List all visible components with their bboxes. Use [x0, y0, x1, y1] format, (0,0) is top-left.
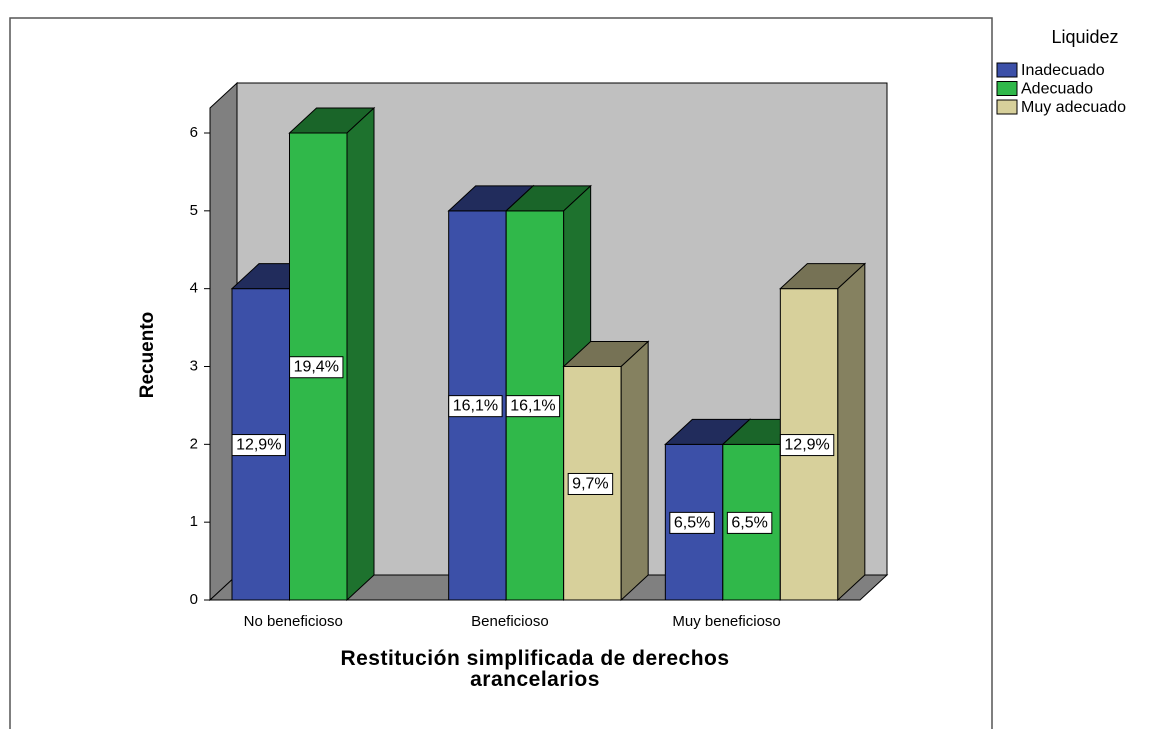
y-tick-label: 2 — [190, 435, 198, 452]
x-tick-label: Beneficioso — [471, 613, 549, 630]
value-label: 16,1% — [453, 398, 498, 415]
legend-swatch — [996, 81, 1018, 96]
y-tick-label: 5 — [190, 202, 198, 219]
value-label-box — [726, 511, 773, 534]
value-label-box — [505, 395, 561, 418]
value-label: 6,5% — [674, 514, 710, 531]
value-label: 6,5% — [731, 514, 767, 531]
legend-title: Liquidez — [1051, 27, 1118, 47]
value-label-box — [567, 472, 614, 495]
x-tick-label: No beneficioso — [244, 613, 343, 630]
x-axis-label: Restitución simplificada de derechos ara… — [340, 647, 730, 691]
value-label: 19,4% — [294, 359, 339, 376]
legend-swatch — [996, 62, 1018, 78]
value-label-box — [669, 511, 715, 534]
legend-label: Muy adecuado — [1021, 99, 1126, 116]
y-tick-label: 1 — [190, 513, 198, 530]
y-tick-label: 6 — [190, 124, 198, 141]
value-label: 16,1% — [510, 398, 555, 415]
frame — [9, 17, 993, 729]
bar-side — [620, 340, 649, 602]
legend-label: Adecuado — [1021, 81, 1093, 98]
value-label: 9,7% — [572, 475, 608, 492]
value-label: 12,9% — [236, 437, 281, 454]
value-label: 12,9% — [784, 437, 829, 454]
legend-swatch — [996, 99, 1018, 115]
value-label-box — [779, 434, 835, 457]
y-tick-label: 0 — [190, 591, 198, 608]
bar-side — [837, 262, 866, 602]
legend-label: Inadecuado — [1021, 62, 1105, 79]
y-tick-label: 3 — [190, 357, 198, 374]
x-tick-label: Muy beneficioso — [672, 613, 780, 630]
y-axis-label: Recuento — [137, 312, 158, 399]
value-label-box — [448, 395, 503, 418]
bar-side — [346, 106, 375, 602]
value-label-box — [289, 356, 344, 379]
value-label-box — [231, 434, 286, 457]
y-tick-label: 4 — [190, 280, 198, 297]
